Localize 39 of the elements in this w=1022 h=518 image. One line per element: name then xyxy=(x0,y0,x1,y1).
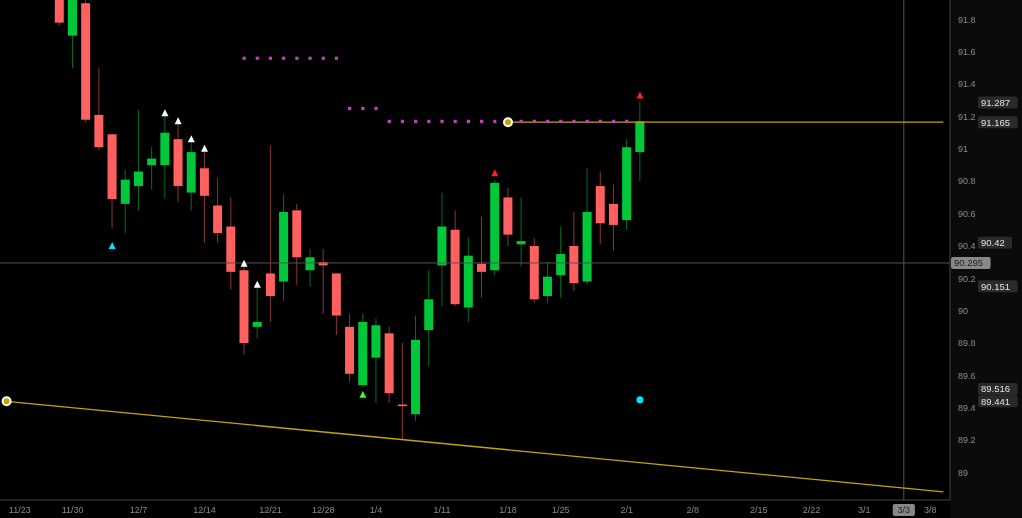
y-tick-label: 91.8 xyxy=(958,14,976,25)
y-tick-label: 91.2 xyxy=(958,111,976,122)
y-tick-label: 90 xyxy=(958,305,969,316)
x-tick-label: 12/28 xyxy=(312,505,335,515)
x-tick-label: 12/7 xyxy=(129,505,148,515)
text: 90.151 xyxy=(981,280,1011,292)
y-tick-label: 89 xyxy=(958,467,969,478)
y-tick-label: 90.6 xyxy=(958,208,976,219)
x-tick-label: 3/3 xyxy=(897,505,911,515)
text: 89.516 xyxy=(981,383,1011,395)
x-tick-label: 3/1 xyxy=(857,505,871,515)
y-tick-label: 90.2 xyxy=(958,273,976,284)
text: 90.42 xyxy=(981,237,1005,249)
y-tick-label: 90.4 xyxy=(958,241,976,252)
x-tick-label: 2/22 xyxy=(802,505,821,515)
x-tick-label: 1/18 xyxy=(499,505,517,515)
y-tick-label: 89.2 xyxy=(958,435,976,446)
x-tick-label: 2/1 xyxy=(620,505,633,515)
text: 89.441 xyxy=(981,395,1011,407)
text: 91.165 xyxy=(981,116,1011,128)
x-tick-label: 2/15 xyxy=(749,505,768,515)
y-tick-label: 91 xyxy=(958,144,969,155)
x-tick-label: 11/30 xyxy=(61,505,84,515)
text: 91.287 xyxy=(981,96,1011,108)
x-tick-label: 12/21 xyxy=(259,505,282,515)
y-tick-label: 91.4 xyxy=(958,79,976,90)
x-tick-label: 1/11 xyxy=(433,505,451,515)
x-tick-label: 1/4 xyxy=(369,505,383,515)
ref-line-label: 90.295 xyxy=(954,257,984,269)
x-tick-label: 11/23 xyxy=(8,505,31,515)
y-tick-label: 90.8 xyxy=(958,176,976,187)
y-tick-label: 89.6 xyxy=(958,370,976,381)
y-tick-label: 91.6 xyxy=(958,46,976,57)
x-tick-label: 12/14 xyxy=(193,505,216,515)
y-tick-label: 89.8 xyxy=(958,338,976,349)
x-tick-label: 2/8 xyxy=(686,505,699,515)
x-tick-label: 1/25 xyxy=(552,505,570,515)
y-tick-label: 89.4 xyxy=(958,402,976,413)
x-tick-label: 3/8 xyxy=(923,505,937,515)
